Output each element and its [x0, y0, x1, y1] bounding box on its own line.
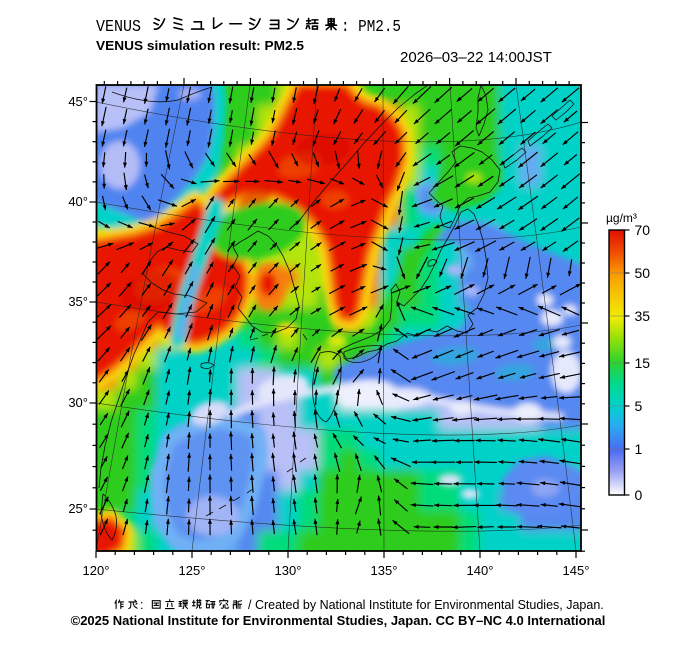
svg-text::: :: [140, 598, 143, 612]
svg-text:µg/m³: µg/m³: [606, 211, 637, 225]
svg-text:©2025 National Institute for E: ©2025 National Institute for Environment…: [71, 613, 606, 628]
svg-text:0: 0: [635, 487, 643, 503]
svg-text:/ Created by National Institut: / Created by National Institute for Envi…: [248, 598, 604, 612]
svg-text:2026–03–22 14:00JST: 2026–03–22 14:00JST: [400, 49, 552, 66]
svg-text:15: 15: [635, 355, 651, 371]
svg-text:140°: 140°: [467, 563, 494, 578]
svg-text:VENUS simulation result: PM2.5: VENUS simulation result: PM2.5: [96, 38, 304, 53]
svg-text:30°: 30°: [68, 395, 88, 410]
svg-text:: PM2.5: : PM2.5: [341, 18, 401, 37]
svg-text:1: 1: [635, 441, 643, 457]
svg-text:125°: 125°: [179, 563, 206, 578]
svg-text:45°: 45°: [68, 94, 88, 109]
svg-text:135°: 135°: [371, 563, 398, 578]
svg-text:70: 70: [635, 222, 651, 238]
svg-text:50: 50: [635, 265, 651, 281]
svg-text:VENUS: VENUS: [96, 18, 141, 37]
svg-text:35°: 35°: [68, 294, 88, 309]
svg-text:5: 5: [635, 398, 643, 414]
svg-text:120°: 120°: [83, 563, 110, 578]
svg-text:40°: 40°: [68, 194, 88, 209]
svg-text:130°: 130°: [275, 563, 302, 578]
svg-text:145°: 145°: [563, 563, 590, 578]
svg-text:35: 35: [635, 308, 651, 324]
svg-text:25°: 25°: [68, 501, 88, 516]
